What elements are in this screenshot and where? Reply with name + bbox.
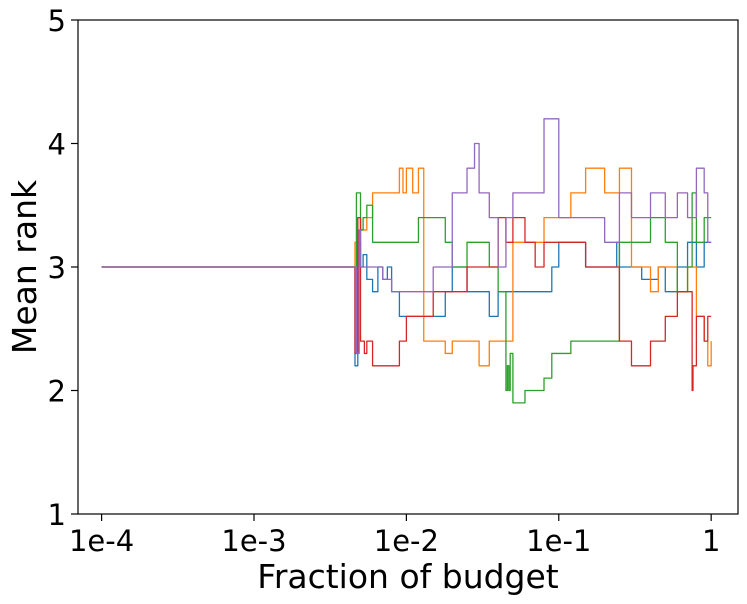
x-tick-label: 1 xyxy=(702,524,720,558)
x-tick-label: 1e-2 xyxy=(374,524,439,558)
series-4-line xyxy=(101,216,712,392)
series-3-line xyxy=(101,192,712,404)
series-layer xyxy=(101,118,712,404)
x-axis-ticks: 1e-4 1e-3 1e-2 1e-1 1 xyxy=(69,514,720,558)
y-tick-label: 2 xyxy=(48,375,66,409)
x-tick-label: 1e-1 xyxy=(526,524,591,558)
y-axis-label: Mean rank xyxy=(5,179,44,354)
y-tick-label: 5 xyxy=(48,4,66,38)
y-tick-label: 3 xyxy=(48,251,66,285)
x-tick-label: 1e-3 xyxy=(221,524,286,558)
y-tick-label: 1 xyxy=(48,498,66,532)
x-tick-label: 1e-4 xyxy=(69,524,134,558)
y-tick-label: 4 xyxy=(48,128,66,162)
x-axis-label: Fraction of budget xyxy=(257,557,559,596)
y-axis-ticks: 1 2 3 4 5 xyxy=(48,4,78,532)
series-5-line xyxy=(101,118,712,355)
